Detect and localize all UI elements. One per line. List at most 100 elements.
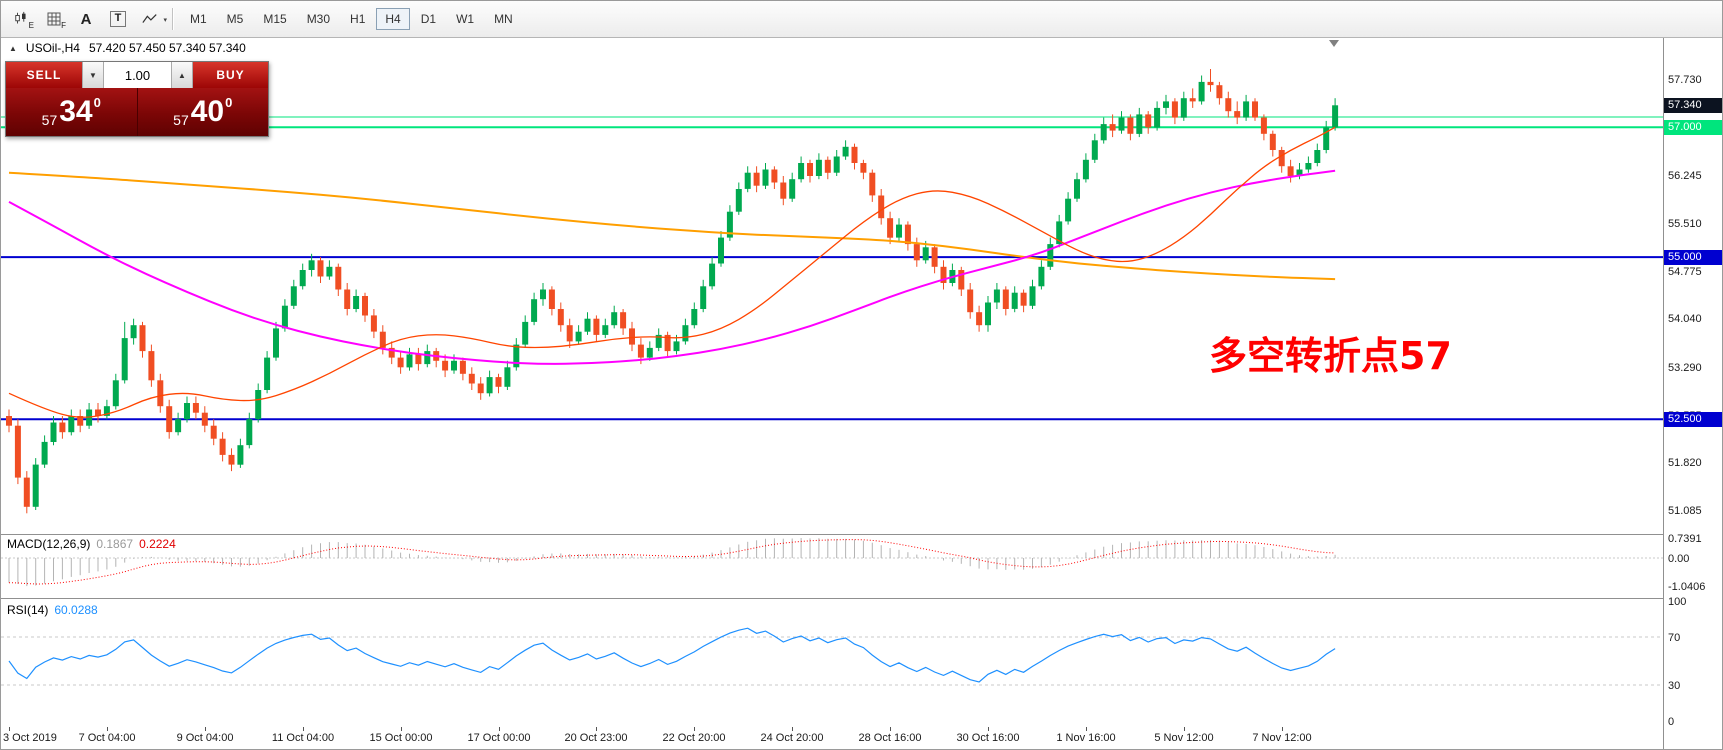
profiles-button[interactable]: F (39, 6, 69, 32)
timeframe-button-w1[interactable]: W1 (447, 8, 483, 30)
candle (798, 156, 805, 183)
candle (237, 438, 244, 468)
candle (121, 321, 128, 384)
buy-price-display[interactable]: 57 40 0 (136, 88, 268, 136)
collapse-arrow-icon[interactable]: ▲ (9, 43, 17, 53)
candle (807, 159, 813, 183)
chart-shift-marker-icon[interactable] (1329, 40, 1339, 47)
buy-price-pip: 0 (225, 95, 233, 110)
chart-annotation[interactable]: 多空转折点57 (1209, 334, 1452, 378)
candle (175, 412, 182, 436)
time-axis-label: 28 Oct 16:00 (858, 732, 922, 744)
candle (290, 279, 297, 309)
candle (718, 231, 724, 267)
volume-input[interactable] (104, 62, 171, 88)
candle (735, 182, 742, 215)
candle (362, 292, 368, 322)
chart-templates-button[interactable]: E (7, 6, 37, 32)
horizontal-lines-layer (1, 116, 1663, 421)
timeframe-button-m30[interactable]: M30 (298, 8, 339, 30)
price-badge-57.340: 57.340 (1664, 98, 1722, 113)
candle (397, 351, 404, 374)
volume-down-button[interactable]: ▼ (82, 62, 104, 88)
candle (112, 373, 119, 410)
candle (1038, 260, 1045, 290)
candle (691, 302, 698, 329)
timeframe-button-m1[interactable]: M1 (181, 8, 216, 30)
candle (584, 312, 591, 335)
time-axis-label: 3 Oct 2019 (3, 732, 57, 744)
candle (1109, 114, 1116, 138)
candle (157, 373, 164, 413)
time-axis-tick (1184, 727, 1185, 731)
macd-main-value: 0.1867 (96, 537, 134, 551)
buy-price-handle: 57 (173, 112, 189, 128)
candle (958, 266, 965, 296)
price-axis-label: 53.290 (1668, 362, 1702, 374)
time-axis-tick (205, 727, 206, 731)
time-axis-label: 30 Oct 16:00 (956, 732, 1020, 744)
timeframe-toolbar: M1 M5 M15 M30 H1 H4 D1 W1 MN (181, 8, 522, 30)
timeframe-button-d1[interactable]: D1 (412, 8, 445, 30)
timeframe-button-m5[interactable]: M5 (218, 8, 253, 30)
candle (1082, 153, 1089, 183)
macd-axis-label: -1.0406 (1668, 581, 1706, 593)
buy-button[interactable]: BUY (193, 62, 268, 88)
candle (255, 383, 262, 423)
timeframe-button-h1[interactable]: H1 (341, 8, 374, 30)
candle (548, 286, 555, 316)
candle (815, 153, 822, 180)
candle (780, 176, 787, 206)
candle (326, 260, 333, 280)
toolbar-chart-tools: E F A T ▾ (7, 6, 167, 32)
time-axis-tick (1086, 727, 1087, 731)
main-chart-canvas[interactable] (1, 37, 1663, 750)
candle (531, 292, 538, 326)
candle (264, 351, 271, 394)
candle (1056, 214, 1063, 248)
chart-symbol-header: ▲ USOil-,H4 57.420 57.450 57.340 57.340 (9, 41, 246, 55)
candle (299, 263, 306, 290)
price-axis-label: 55.510 (1668, 218, 1702, 230)
ma-fast-red[interactable] (8, 126, 1336, 418)
timeframe-button-m15[interactable]: M15 (254, 8, 295, 30)
ma-mid-magenta[interactable] (8, 169, 1336, 365)
drawing-tools-button[interactable]: ▾ (135, 6, 167, 32)
candle (1252, 98, 1258, 121)
volume-up-button[interactable]: ▲ (171, 62, 193, 88)
candle (629, 321, 635, 352)
panel-splitter[interactable] (1, 534, 1722, 535)
candle (486, 370, 493, 397)
time-axis-label: 17 Oct 00:00 (467, 732, 531, 744)
candle (344, 283, 351, 316)
candle (896, 218, 902, 241)
candle (593, 315, 600, 342)
candle (878, 189, 885, 225)
ma-slow-orange[interactable] (8, 171, 1336, 281)
text-label-tool-button[interactable]: T (103, 6, 133, 32)
candle (1332, 98, 1339, 131)
candle (967, 283, 974, 319)
candle (1020, 289, 1027, 313)
candle (575, 325, 582, 345)
timeframe-button-mn[interactable]: MN (485, 8, 522, 30)
time-axis-tick (988, 727, 989, 731)
candle (1163, 94, 1169, 115)
text-tool-button[interactable]: A (71, 6, 101, 32)
time-axis-label: 5 Nov 12:00 (1154, 732, 1214, 744)
macd-histogram (8, 538, 1336, 587)
panel-splitter[interactable] (1, 598, 1722, 599)
candle (1216, 81, 1223, 105)
sell-price-display[interactable]: 57 34 0 (6, 88, 137, 136)
sell-button[interactable]: SELL (6, 62, 82, 88)
price-axis[interactable]: 57.730 56.245 55.510 54.775 54.040 53.290 52.5… (1664, 37, 1722, 749)
candle (32, 458, 39, 510)
macd-indicator-label: MACD(12,26,9) 0.1867 0.2224 (7, 537, 176, 551)
candle (317, 257, 324, 283)
chevron-down-icon: ▾ (163, 17, 167, 24)
time-axis[interactable]: 3 Oct 2019 7 Oct 04:00 9 Oct 04:00 11 Oct 0… (1, 727, 1663, 749)
timeframe-button-h4[interactable]: H4 (376, 8, 410, 30)
candle (41, 435, 48, 468)
candle (1180, 91, 1187, 121)
candle (166, 399, 173, 439)
